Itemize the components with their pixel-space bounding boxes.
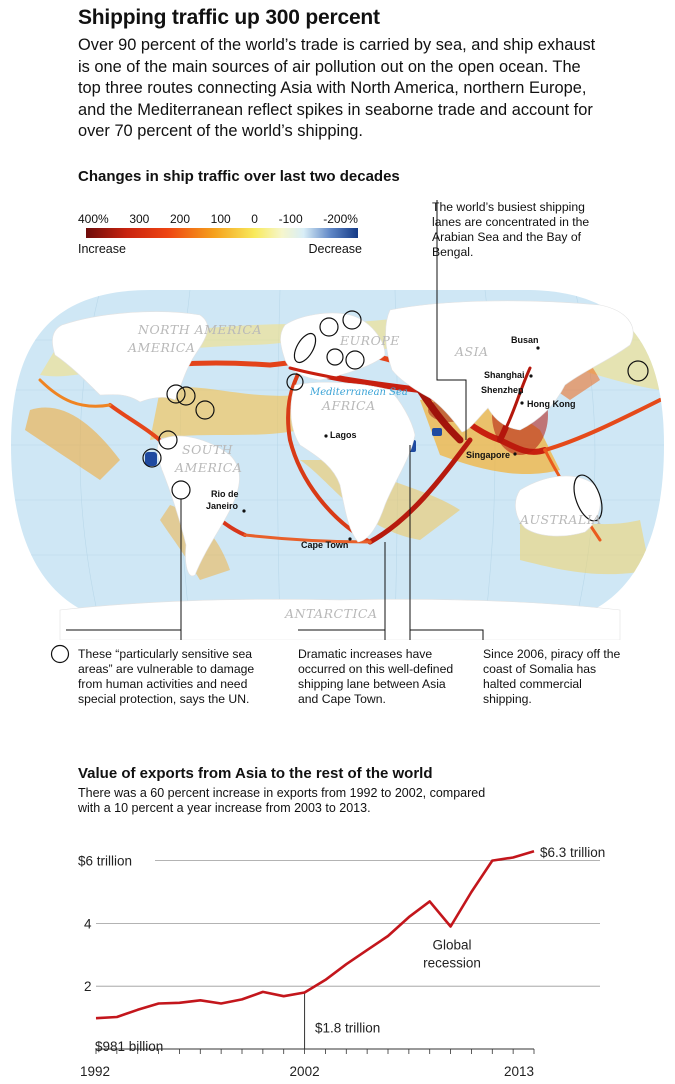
europe — [280, 312, 386, 381]
city-dot — [242, 509, 246, 513]
africa — [290, 381, 416, 543]
region-label: EUROPE — [339, 333, 400, 348]
y-tick-label: 4 — [84, 916, 92, 931]
color-scale-legend: 400% 300 200 100 0 -100 -200% Increase D… — [78, 212, 362, 256]
x-tick-label: 2013 — [504, 1064, 534, 1079]
region-label-2: AMERICA — [174, 460, 242, 475]
region-label: ANTARCTICA — [284, 606, 378, 621]
x-tick-label: 2002 — [290, 1064, 320, 1079]
city-label: Shenzhen — [481, 385, 524, 395]
label-layer: $6.3 trillion $1.8 trillion $981 billion Gl… — [95, 845, 605, 1054]
city-label: Hong Kong — [527, 399, 576, 409]
world-map: NORTH AMERICA AMERICA EUROPE ASIA AFRICA… — [11, 280, 664, 640]
city-dot — [324, 434, 328, 438]
city-label: Busan — [511, 335, 539, 345]
recession-label: Global recession — [423, 938, 481, 971]
scale-tick: 0 — [251, 212, 258, 226]
south-america — [157, 435, 240, 577]
region-label: SOUTH — [182, 442, 234, 457]
city-label-rio-1: Rio de — [211, 489, 239, 499]
line-layer — [95, 849, 535, 1020]
city-dot — [520, 401, 524, 405]
y-tick-label: $6 trillion — [78, 854, 132, 869]
color-gradient-bar — [86, 228, 358, 238]
city-label: Cape Town — [301, 540, 348, 550]
city-dot — [348, 537, 352, 541]
city-label: Shanghai — [484, 370, 525, 380]
region-label: AUSTRALIA — [519, 512, 602, 527]
sensitive-area-legend-circle — [50, 644, 70, 664]
region-label: ASIA — [454, 344, 489, 359]
city-label-rio-2: Janeiro — [206, 501, 239, 511]
scale-tick: 300 — [129, 212, 150, 226]
mid-value-label: $1.8 trillion — [315, 1020, 380, 1035]
end-value-label: $6.3 trillion — [540, 845, 605, 860]
city-dot — [529, 374, 533, 378]
city-dot — [536, 346, 540, 350]
city-labels: Busan Shanghai Shenzhen Hong Kong Singap… — [206, 335, 576, 550]
scale-tick: 100 — [210, 212, 231, 226]
start-value-label: $981 billion — [95, 1039, 163, 1054]
exports-title: Value of exports from Asia to the rest o… — [78, 765, 433, 782]
map-title: Changes in ship traffic over last two de… — [78, 168, 400, 185]
capetown-lane-note: Dramatic increases have occurred on this… — [298, 647, 454, 706]
scale-tick: 200 — [169, 212, 191, 226]
north-america — [52, 311, 208, 403]
page-title: Shipping traffic up 300 percent — [78, 6, 380, 29]
australia — [515, 475, 601, 537]
asia — [385, 300, 634, 433]
mediterranean-label: Mediterranean Sea — [309, 387, 408, 398]
x-tick-label: 1992 — [80, 1064, 110, 1079]
region-label: AFRICA — [321, 398, 376, 413]
exports-subtitle: There was a 60 percent increase in expor… — [78, 786, 486, 815]
annotation-leaders — [66, 200, 484, 640]
y-tick-label: 2 — [84, 979, 92, 994]
scale-tick: -200% — [323, 212, 358, 226]
intro-paragraph: Over 90 percent of the world’s trade is … — [78, 36, 596, 140]
sensitive-areas-note: These “particularly sensitive sea areas”… — [78, 647, 255, 706]
scale-increase-label: Increase — [78, 242, 126, 256]
scale-tick: -100 — [278, 212, 303, 226]
region-label-2: AMERICA — [127, 340, 195, 355]
city-dot — [518, 391, 522, 395]
somalia-piracy-note: Since 2006, piracy off the coast of Soma… — [483, 647, 621, 706]
axis-layer: 2 4 $6 trillion 1992 2002 2013 — [78, 854, 535, 1079]
city-label: Singapore — [466, 450, 510, 460]
busiest-lanes-note: The world’s busiest shipping lanes are c… — [432, 200, 590, 259]
coastal-lanes — [288, 366, 532, 432]
scale-tick: 400% — [78, 212, 109, 226]
region-label: NORTH AMERICA — [137, 322, 262, 337]
scale-decrease-label: Decrease — [308, 242, 363, 256]
city-dot — [513, 452, 517, 456]
grid-layer — [96, 860, 600, 987]
city-label: Lagos — [330, 430, 357, 440]
series-line — [95, 849, 535, 1020]
